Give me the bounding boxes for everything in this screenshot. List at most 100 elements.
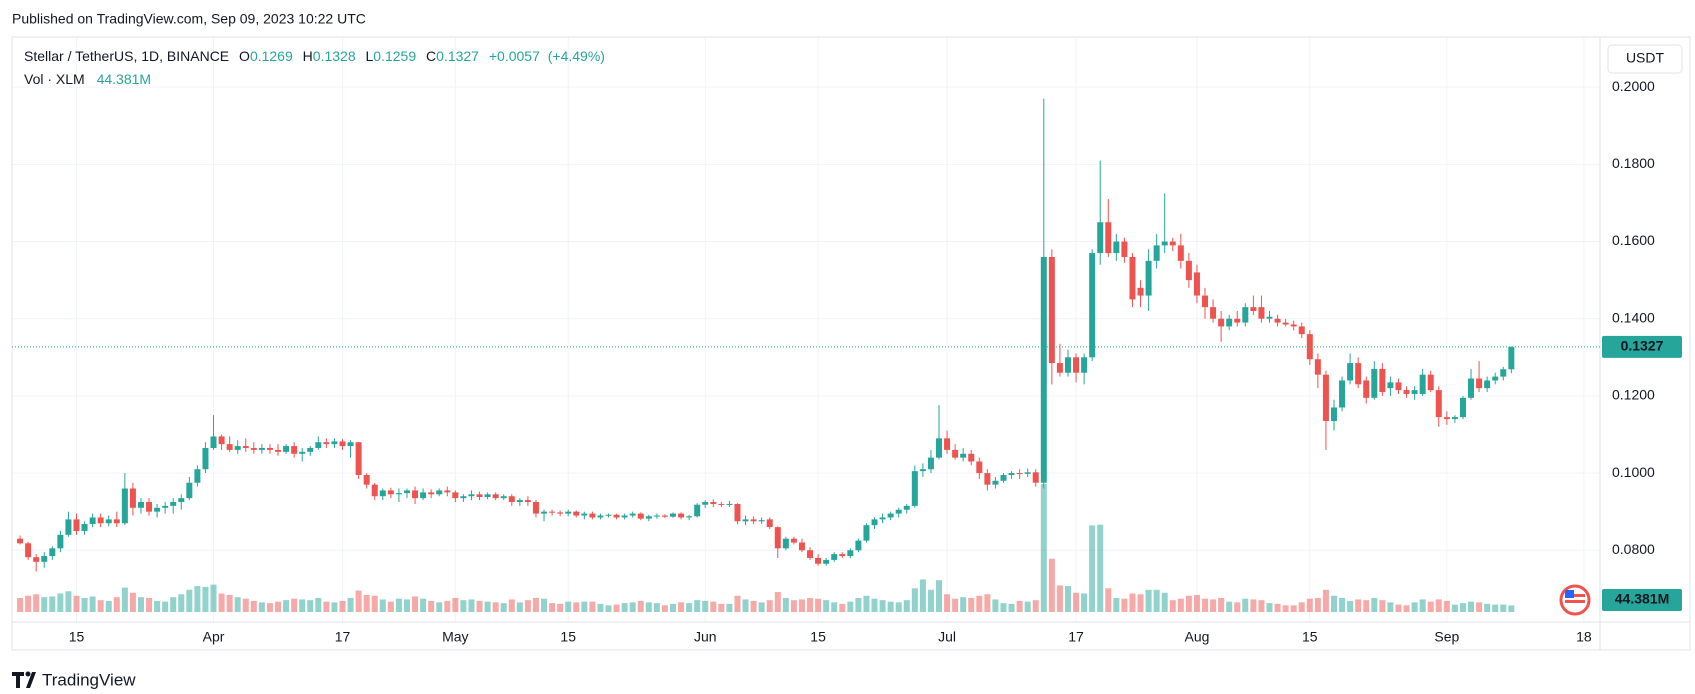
candle-body [105, 519, 112, 524]
ohlc-label: H [303, 48, 313, 64]
candle-body [581, 513, 588, 516]
candle-body [129, 488, 136, 508]
volume-bar [1089, 525, 1096, 612]
candle-body [307, 447, 314, 452]
candle-body [226, 444, 233, 450]
volume-bar [1000, 603, 1007, 612]
volume-bar [1185, 595, 1192, 612]
x-tick-label: 15 [1302, 629, 1318, 645]
candle-body [339, 441, 346, 447]
candle-body [1016, 473, 1023, 475]
volume-bar [242, 598, 249, 612]
volume-bar [379, 599, 386, 612]
candle-body [420, 492, 427, 499]
ohlc-label: O [239, 48, 250, 64]
volume-bar [839, 603, 846, 612]
currency-label[interactable]: USDT [1626, 50, 1665, 66]
x-tick-label: Sep [1434, 629, 1459, 645]
volume-layer [17, 484, 1515, 612]
volume-bar [1016, 600, 1023, 612]
volume-bar [718, 603, 725, 612]
volume-bar [1379, 600, 1386, 612]
volume-bar [403, 599, 410, 612]
volume-bar [798, 599, 805, 612]
candle-body [1153, 245, 1160, 261]
volume-bar [831, 602, 838, 612]
candle-body [186, 482, 193, 499]
volume-bar [1153, 589, 1160, 612]
footer-brand: TradingView [42, 670, 136, 689]
candle-body [960, 453, 967, 458]
flag-icon [1559, 584, 1591, 616]
volume-bar [1395, 604, 1402, 612]
volume-bar [1443, 600, 1450, 612]
candle-body [541, 511, 548, 514]
candle-body [299, 451, 306, 454]
candle-body [1435, 390, 1442, 418]
volume-bar [919, 579, 926, 612]
candle-body [1210, 307, 1217, 319]
candle-body [33, 557, 40, 562]
candle-body [178, 498, 185, 503]
candle-body [629, 513, 636, 516]
volume-bar [468, 599, 475, 612]
volume-bar [452, 597, 459, 612]
candle-body [137, 502, 144, 508]
candle-body [218, 436, 225, 445]
volume-bar [1064, 586, 1071, 612]
candle-body [266, 447, 273, 450]
candle-body [1403, 390, 1410, 394]
candle-body [484, 494, 491, 497]
candle-body [1048, 256, 1055, 364]
candle-body [1064, 357, 1071, 373]
volume-bar [1330, 595, 1337, 612]
candle-body [258, 447, 265, 450]
volume-bar [146, 597, 153, 612]
volume-bar [944, 594, 951, 612]
candle-body [436, 490, 443, 495]
volume-bar [234, 597, 241, 612]
candle-body [863, 525, 870, 541]
volume-bar [1476, 602, 1483, 612]
candle-body [1508, 346, 1515, 370]
candle-body [1387, 382, 1394, 389]
volume-bar [1266, 603, 1273, 612]
volume-bar [307, 600, 314, 612]
candle-body [621, 515, 628, 518]
candle-body [807, 550, 814, 558]
published-note: Published on TradingView.com, Sep 09, 20… [12, 11, 366, 27]
candle-body [557, 512, 564, 514]
candle-body [121, 488, 128, 524]
candle-body [476, 494, 483, 497]
candle-body [1451, 417, 1458, 420]
candle-body [1363, 380, 1370, 398]
candle-body [637, 513, 644, 519]
volume-bar [1161, 592, 1168, 612]
candle-body [1250, 307, 1257, 311]
legend-line: Stellar / TetherUS, 1D, BINANCE O0.1269 … [24, 48, 605, 64]
candle-body [452, 492, 459, 499]
candle-body [508, 496, 515, 503]
volume-bar [1508, 605, 1515, 612]
candle-body [412, 490, 419, 499]
candle-body [565, 511, 572, 514]
candle-body [379, 490, 386, 497]
candle-body [49, 548, 56, 557]
change: +0.0057 [489, 48, 540, 64]
candle-body [742, 519, 749, 522]
volume-bar [428, 600, 435, 612]
candle-body [170, 502, 177, 506]
candle-body [500, 496, 507, 499]
volume-bar [1322, 589, 1329, 612]
volume-bar [613, 604, 620, 612]
x-tick-label: Aug [1184, 629, 1209, 645]
volume-bar [1008, 603, 1015, 612]
volume-bar [1040, 484, 1047, 612]
candle-body [847, 550, 854, 557]
candle-body [1355, 363, 1362, 385]
y-tick-label: 0.1200 [1612, 387, 1655, 403]
x-tick-label: 15 [69, 629, 85, 645]
currency-button[interactable] [1607, 44, 1683, 74]
volume-bar [508, 599, 515, 612]
volume-bar [73, 595, 80, 612]
